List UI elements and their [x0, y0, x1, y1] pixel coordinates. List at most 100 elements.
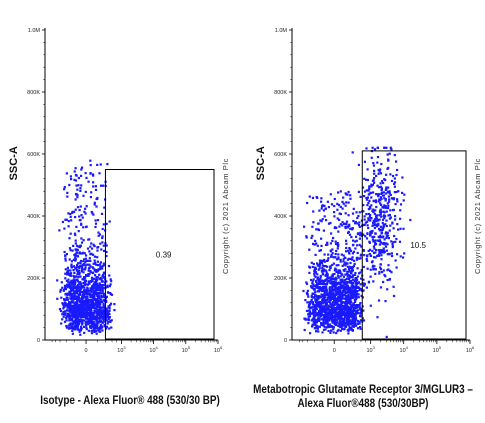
scatter-point — [332, 304, 335, 307]
scatter-point — [348, 265, 351, 268]
scatter-point — [79, 244, 82, 247]
scatter-point — [374, 256, 377, 259]
scatter-point — [354, 272, 357, 275]
scatter-point — [346, 225, 349, 228]
scatter-point — [337, 292, 340, 295]
gate-rectangle — [104, 169, 215, 340]
scatter-point — [82, 299, 85, 303]
scatter-point — [369, 219, 372, 222]
scatter-point — [372, 211, 375, 214]
scatter-point — [307, 313, 310, 316]
scatter-point — [85, 205, 88, 208]
scatter-point — [92, 213, 95, 216]
scatter-point — [99, 288, 102, 291]
scatter-point — [334, 294, 338, 297]
x-tick-label: 105 — [182, 345, 191, 354]
scatter-point — [381, 249, 384, 252]
scatter-point — [78, 328, 81, 331]
scatter-point — [96, 219, 100, 222]
scatter-point — [306, 301, 309, 304]
scatter-point — [379, 286, 383, 289]
scatter-point — [389, 193, 392, 197]
scatter-point — [379, 202, 382, 205]
scatter-point — [96, 298, 99, 301]
scatter-point — [375, 216, 378, 219]
scatter-point — [396, 198, 399, 201]
scatter-point — [97, 329, 100, 332]
scatter-point — [353, 262, 356, 266]
scatter-point — [79, 286, 82, 290]
scatter-point — [81, 323, 84, 326]
scatter-point — [380, 187, 383, 190]
scatter-point — [305, 309, 309, 313]
scatter-point — [327, 222, 331, 225]
scatter-point — [335, 226, 338, 229]
scatter-point — [316, 264, 319, 267]
scatter-point — [69, 290, 72, 293]
scatter-point — [318, 259, 322, 262]
scatter-point — [103, 294, 106, 297]
scatter-point — [87, 273, 90, 276]
scatter-point — [330, 318, 333, 321]
scatter-point — [383, 243, 386, 246]
scatter-point — [75, 174, 78, 177]
scatter-point — [368, 199, 371, 202]
scatter-point — [95, 276, 98, 279]
scatter-point — [345, 291, 349, 294]
scatter-point — [69, 287, 73, 290]
scatter-point — [348, 251, 351, 254]
scatter-point — [65, 172, 68, 175]
scatter-point — [89, 311, 92, 314]
scatter-point — [401, 176, 404, 179]
scatter-point — [318, 301, 321, 304]
scatter-point — [317, 280, 321, 283]
x-tick-label: 103 — [366, 345, 375, 354]
scatter-point — [330, 288, 333, 291]
scatter-point — [79, 252, 82, 255]
scatter-point — [328, 269, 331, 272]
scatter-point — [316, 302, 319, 305]
scatter-point — [344, 261, 347, 264]
scatter-point — [326, 277, 329, 280]
scatter-point — [326, 265, 329, 268]
scatter-point — [395, 190, 398, 194]
scatter-point — [322, 209, 325, 212]
scatter-point — [343, 313, 346, 316]
scatter-point — [64, 268, 67, 271]
scatter-point — [94, 307, 97, 310]
scatter-point — [333, 204, 336, 208]
scatter-point — [67, 305, 70, 308]
scatter-point — [373, 256, 376, 259]
scatter-point — [63, 298, 66, 301]
scatter-point — [341, 281, 344, 284]
scatter-point — [348, 319, 351, 322]
scatter-point — [336, 287, 339, 290]
scatter-point — [85, 328, 88, 331]
scatter-point — [76, 296, 79, 299]
scatter-point — [70, 296, 73, 299]
scatter-point — [308, 303, 311, 307]
scatter-point — [343, 263, 346, 266]
scatter-point — [65, 316, 68, 319]
scatter-point — [74, 310, 77, 313]
scatter-point — [339, 289, 342, 292]
scatter-point — [337, 191, 340, 194]
scatter-point — [318, 286, 321, 289]
scatter-point — [318, 282, 321, 286]
scatter-point — [332, 262, 335, 265]
scatter-point — [97, 286, 100, 289]
scatter-point — [80, 174, 83, 177]
scatter-point — [305, 281, 308, 284]
scatter-point — [331, 275, 334, 278]
scatter-point — [338, 323, 341, 327]
scatter-point — [74, 208, 77, 211]
scatter-point — [78, 273, 81, 276]
scatter-point — [71, 295, 74, 298]
scatter-point — [321, 272, 324, 276]
scatter-point — [330, 253, 333, 257]
scatter-point — [369, 248, 372, 251]
scatter-point — [79, 205, 82, 208]
scatter-point — [100, 312, 103, 315]
scatter-point — [319, 276, 322, 279]
